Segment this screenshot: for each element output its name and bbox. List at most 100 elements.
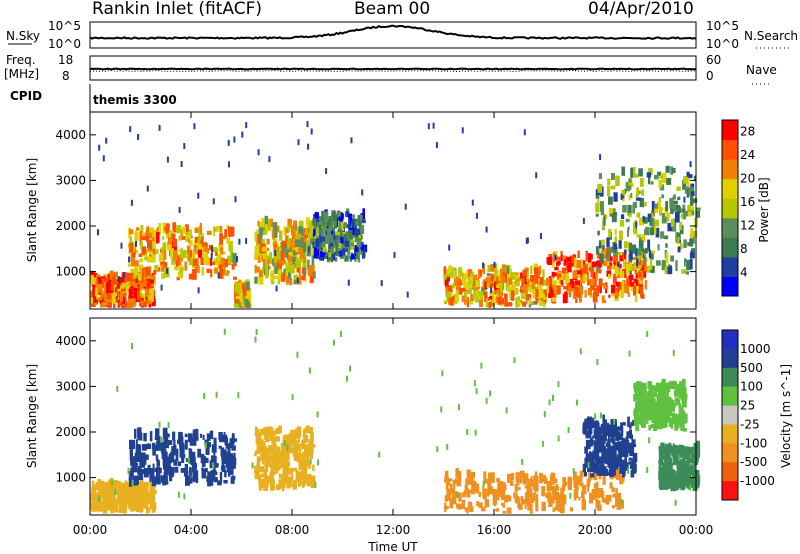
heat-cell: [197, 192, 200, 199]
heat-cell: [143, 433, 147, 442]
heat-cell: [489, 486, 494, 495]
heat-cell: [473, 380, 476, 387]
heat-cell: [260, 428, 264, 436]
heat-cell: [474, 285, 479, 291]
heat-cell: [574, 479, 577, 487]
heat-cell: [520, 472, 525, 478]
heat-cell: [619, 433, 623, 441]
heat-cell: [259, 221, 262, 227]
heat-cell: [232, 252, 237, 264]
heat-cell: [184, 439, 188, 450]
heat-cell: [637, 272, 642, 278]
heat-cell: [620, 422, 623, 432]
heat-cell: [494, 270, 499, 282]
heat-cell: [326, 228, 331, 238]
heat-cell: [114, 489, 117, 496]
heat-cell: [121, 482, 125, 490]
heat-cell: [592, 291, 598, 303]
heat-cell: [447, 478, 451, 486]
heat-cell: [466, 509, 469, 514]
heat-cell: [668, 442, 672, 453]
heat-cell: [275, 243, 280, 254]
heat-cell: [141, 483, 146, 491]
heat-cell: [291, 225, 296, 236]
heat-cell: [254, 469, 258, 477]
heat-cell: [518, 503, 523, 510]
heat-cell: [111, 499, 116, 503]
heat-cell: [264, 224, 268, 232]
colorbar-segment: [722, 217, 738, 238]
heat-cell: [598, 456, 603, 461]
heat-cell: [621, 190, 625, 196]
heat-cell: [616, 442, 622, 449]
heat-cell: [633, 394, 637, 402]
heat-cell: [601, 423, 604, 434]
heat-cell: [348, 229, 353, 238]
heat-cell: [125, 285, 130, 292]
heat-cell: [599, 253, 604, 264]
heat-cell: [480, 362, 483, 369]
heat-cell: [573, 471, 577, 482]
heat-cell: [635, 421, 640, 432]
heat-cell: [607, 494, 612, 502]
heat-cell: [552, 262, 555, 268]
heat-cell: [443, 479, 447, 483]
heat-cell: [149, 232, 153, 238]
heat-cell: [447, 494, 451, 501]
heat-cell: [188, 239, 191, 244]
heat-cell: [489, 290, 495, 301]
heat-cell: [293, 455, 298, 462]
heat-cell: [657, 201, 661, 211]
heat-cell: [213, 466, 216, 477]
heat-cell: [361, 189, 364, 196]
heat-cell: [162, 242, 167, 254]
heat-cell: [128, 288, 133, 299]
heat-cell: [358, 234, 362, 239]
heat-cell: [492, 495, 495, 499]
heat-cell: [599, 283, 602, 294]
heat-cell: [571, 255, 575, 264]
heat-cell: [467, 287, 472, 294]
heat-cell: [614, 236, 617, 247]
heat-cell: [307, 240, 312, 249]
heat-cell: [451, 296, 457, 301]
heat-cell: [97, 276, 102, 284]
heat-cell: [176, 225, 182, 234]
heat-cell: [269, 479, 275, 491]
colorbar-tick: -100: [740, 436, 767, 450]
heat-cell: [466, 490, 471, 498]
heat-cell: [530, 495, 534, 504]
heat-cell: [635, 221, 638, 228]
heat-cell: [589, 293, 593, 298]
heat-cell: [183, 470, 189, 477]
heat-cell: [584, 418, 587, 425]
noise-panel-frame: [89, 21, 697, 49]
heat-cell: [306, 482, 311, 487]
heat-cell: [146, 226, 150, 236]
heat-cell: [580, 272, 586, 284]
heat-cell: [290, 429, 295, 436]
heat-cell: [443, 300, 447, 305]
heat-cell: [667, 266, 673, 275]
heat-cell: [629, 281, 635, 287]
heat-cell: [513, 357, 516, 364]
heat-cell: [675, 260, 678, 271]
heat-cell: [588, 442, 591, 447]
heat-cell: [599, 201, 604, 212]
heat-cell: [587, 483, 590, 493]
heat-cell: [633, 222, 636, 232]
heat-cell: [298, 247, 303, 254]
heat-cell: [632, 167, 636, 178]
heat-cell: [260, 454, 263, 462]
noise-right-label: N.Search: [744, 29, 798, 43]
heat-cell: [582, 266, 587, 274]
heat-cell: [580, 259, 583, 270]
heat-cell: [639, 197, 644, 208]
heat-cell: [93, 296, 97, 303]
heat-cell: [691, 191, 695, 196]
heat-cell: [681, 269, 686, 274]
heat-cell: [171, 257, 176, 265]
heat-cell: [131, 269, 134, 274]
heat-cell: [259, 233, 263, 243]
heat-cell: [284, 462, 290, 473]
